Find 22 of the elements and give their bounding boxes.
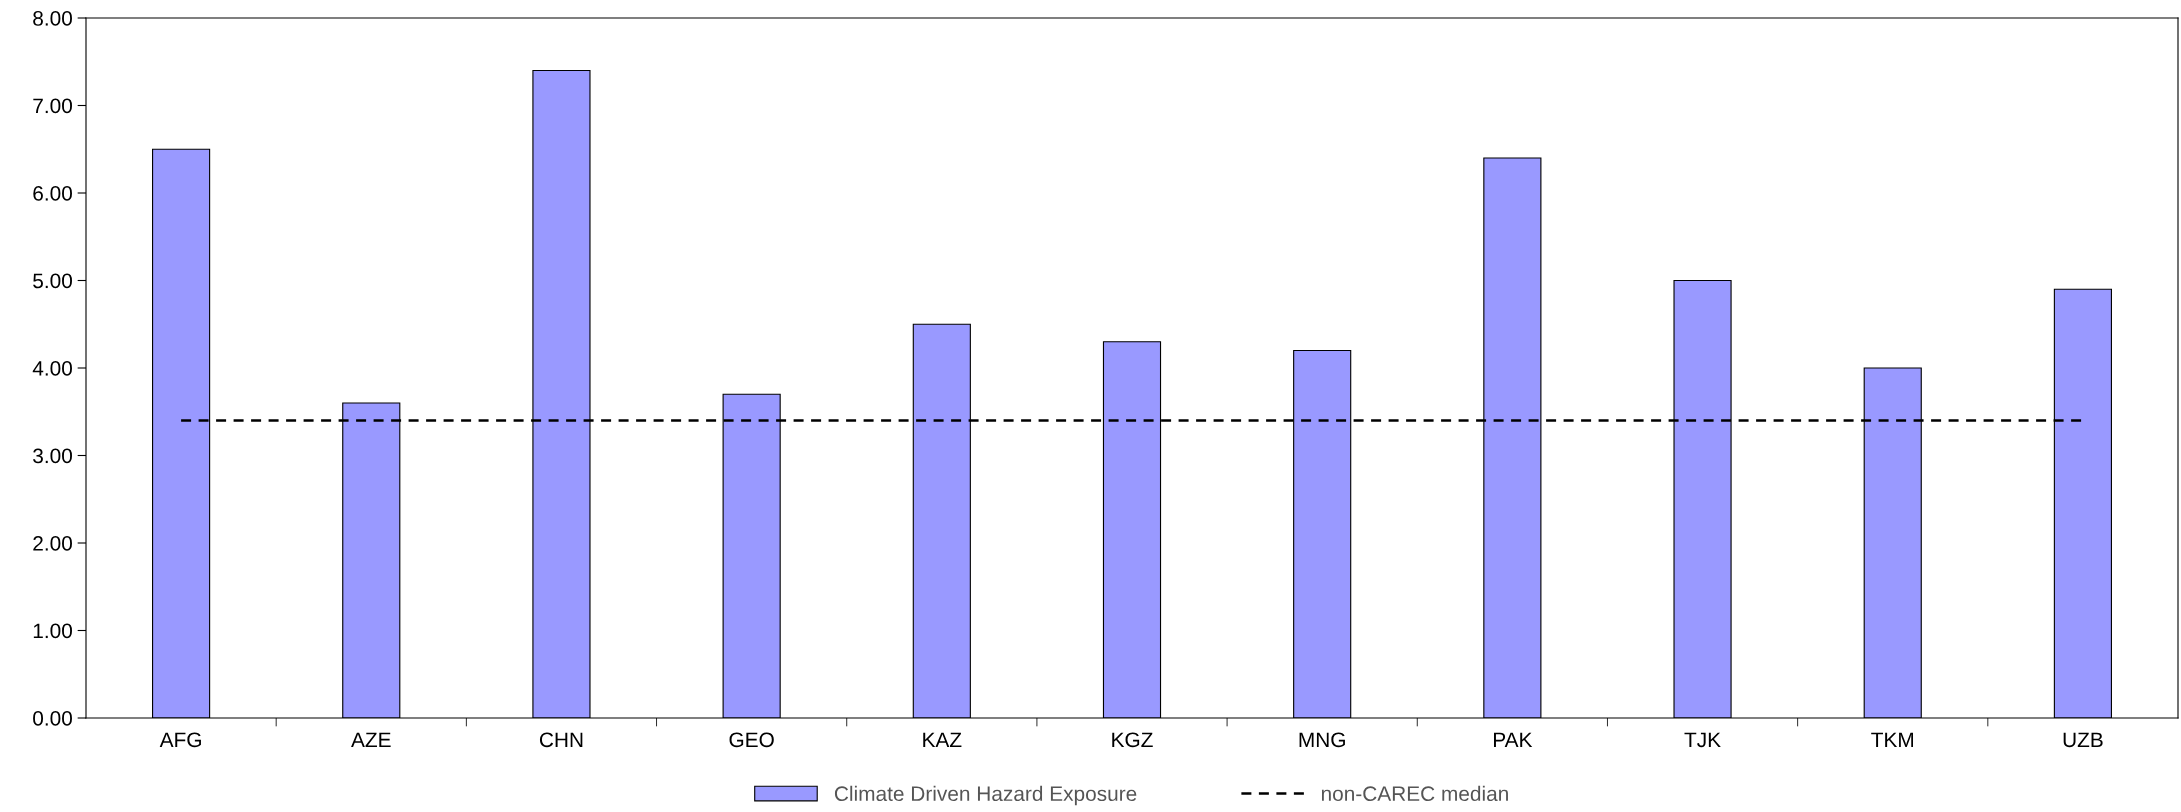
x-tick-label: TKM — [1871, 732, 1914, 747]
y-tick-label: 6.00 — [33, 186, 72, 201]
x-tick-label: KGZ — [1112, 732, 1153, 748]
y-tick-label: 4.00 — [32, 361, 72, 376]
x-tick-label: GEO — [729, 732, 774, 748]
x-tick-label: AFG — [159, 732, 201, 748]
x-tick-label: CHN — [539, 732, 583, 748]
x-tick-label: KAZ — [923, 732, 962, 747]
x-tick-label: PAK — [1494, 732, 1533, 747]
y-tick-label: 0.00 — [33, 711, 72, 726]
x-tick-label: TJK — [1684, 732, 1721, 748]
y-tick-label: 7.00 — [33, 98, 72, 114]
y-tick-label: 8.00 — [33, 11, 72, 26]
y-tick-label: 5.00 — [33, 273, 72, 289]
y-tick-label: 1.00 — [33, 623, 72, 639]
y-tick-label: 2.00 — [33, 536, 72, 551]
x-tick-label: MNG — [1299, 732, 1345, 748]
x-tick-label: UZB — [2063, 732, 2103, 748]
legend-label: non-CAREC median — [1321, 785, 1508, 802]
x-tick-label: AZE — [351, 732, 391, 747]
y-tick-label: 3.00 — [33, 448, 72, 464]
legend-label: Climate Driven Hazard Exposure — [834, 785, 1137, 806]
